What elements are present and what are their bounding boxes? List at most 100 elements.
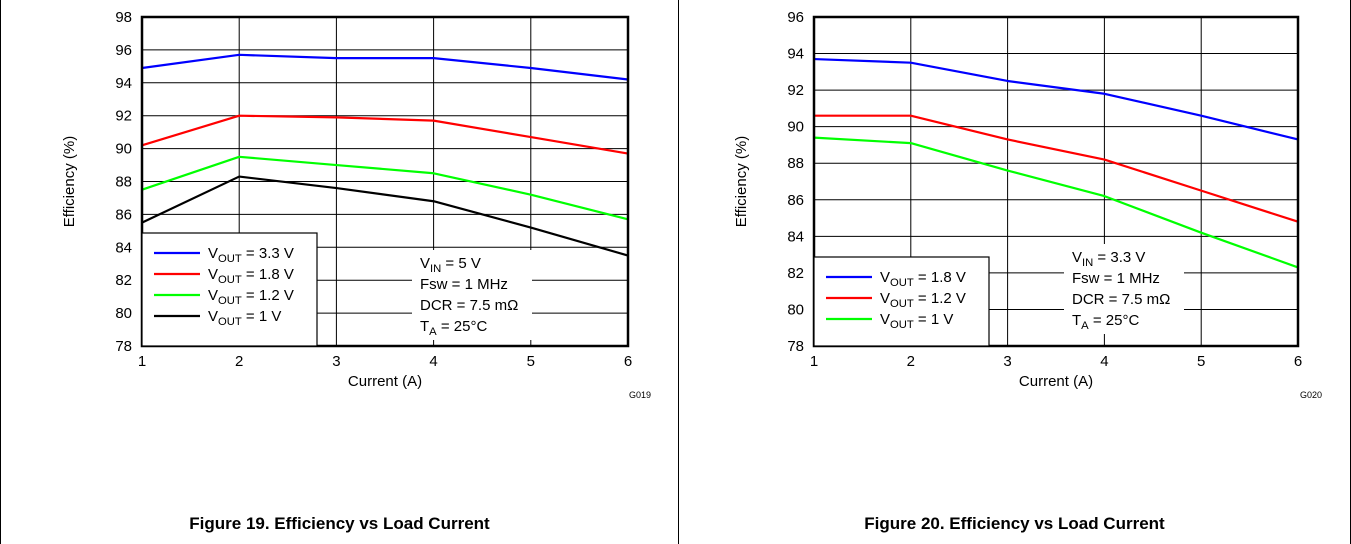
- condition-label-main: V: [420, 255, 430, 272]
- legend-label-sub: OUT: [218, 274, 242, 286]
- condition-label-rest: = 5 V: [441, 255, 481, 272]
- figure-19-caption: Figure 19. Efficiency vs Load Current: [189, 514, 490, 533]
- figure-20-panel: 78 80 82 84 86 88 90 92 94 96 1 2 3 4 5 6 VOUT = 1.8 V VO…: [679, 0, 1351, 544]
- condition-label-rest: = 25°C: [1089, 312, 1140, 329]
- legend-label-main: V: [880, 269, 890, 286]
- y-tick-label: 84: [787, 228, 804, 245]
- legend-label-sub: OUT: [890, 298, 914, 310]
- legend-label: VOUT = 1.8 V: [208, 266, 294, 286]
- x-tick-label: 5: [1197, 353, 1205, 370]
- condition-label-rest: = 3.3 V: [1093, 249, 1145, 266]
- y-tick-label: 88: [115, 174, 132, 191]
- y-tick-label: 90: [787, 119, 804, 136]
- y-tick-label: 94: [787, 46, 804, 63]
- legend-label-sub: OUT: [218, 316, 242, 328]
- y-tick-label: 86: [115, 206, 132, 223]
- condition-label: DCR = 7.5 mΩ: [420, 297, 518, 314]
- y-axis-label: Efficiency (%): [733, 136, 750, 227]
- condition-label: TA = 25°C: [420, 318, 487, 338]
- legend-label-sub: OUT: [218, 295, 242, 307]
- legend-label-main: V: [208, 287, 218, 304]
- legend-label-rest: = 1 V: [242, 308, 282, 325]
- y-tick-label: 98: [115, 9, 132, 26]
- y-tick-label: 78: [787, 338, 804, 355]
- condition-label: Fsw = 1 MHz: [420, 276, 508, 293]
- conditions-background: [412, 250, 532, 340]
- condition-label-main: DCR = 7.5 mΩ: [420, 297, 518, 314]
- y-tick-label: 82: [787, 265, 804, 282]
- legend-label-rest: = 1.2 V: [242, 287, 294, 304]
- legend-label-rest: = 1.8 V: [914, 269, 966, 286]
- condition-label: Fsw = 1 MHz: [1072, 270, 1160, 287]
- conditions-background: [1064, 244, 1184, 334]
- y-tick-label: 88: [787, 155, 804, 172]
- series-line-0: [141, 53, 629, 81]
- y-axis-label: Efficiency (%): [61, 136, 78, 227]
- condition-label-main: T: [1072, 312, 1081, 329]
- legend-label-sub: OUT: [890, 277, 914, 289]
- figure-code-label: G019: [629, 390, 651, 400]
- y-tick-label: 86: [787, 192, 804, 209]
- legend-label-sub: OUT: [218, 253, 242, 265]
- series-line-2: [141, 155, 629, 221]
- x-axis-label: Current (A): [348, 373, 422, 390]
- condition-label: TA = 25°C: [1072, 312, 1139, 332]
- condition-label-main: V: [1072, 249, 1082, 266]
- figure-19-panel: 78 80 82 84 86 88 90 92 94 96 98 1 2 3 4 5 6 VOUT = 3.3 V…: [0, 0, 679, 544]
- x-tick-label: 6: [1294, 353, 1302, 370]
- condition-label-sub: A: [1081, 320, 1089, 332]
- legend-label-main: V: [880, 290, 890, 307]
- x-tick-label: 3: [332, 353, 340, 370]
- condition-label-rest: = 25°C: [437, 318, 488, 335]
- series-line-0: [813, 57, 1299, 141]
- series-line-3: [141, 175, 629, 257]
- condition-label: VIN = 3.3 V: [1072, 249, 1145, 269]
- x-tick-label: 2: [235, 353, 243, 370]
- x-tick-label: 3: [1003, 353, 1011, 370]
- condition-label: DCR = 7.5 mΩ: [1072, 291, 1170, 308]
- legend-label-main: V: [208, 245, 218, 262]
- x-tick-label: 2: [907, 353, 915, 370]
- condition-label-main: Fsw = 1 MHz: [1072, 270, 1160, 287]
- x-tick-label: 1: [810, 353, 818, 370]
- legend-label: VOUT = 1.2 V: [880, 290, 966, 310]
- legend-label-main: V: [880, 311, 890, 328]
- y-tick-label: 80: [115, 305, 132, 322]
- plot-frame: [140, 15, 630, 348]
- y-tick-label: 84: [115, 239, 132, 256]
- condition-label-main: T: [420, 318, 429, 335]
- y-tick-label: 78: [115, 338, 132, 355]
- legend-label-rest: = 1.2 V: [914, 290, 966, 307]
- y-tick-label: 92: [787, 82, 804, 99]
- condition-label-main: DCR = 7.5 mΩ: [1072, 291, 1170, 308]
- series-line-2: [813, 136, 1299, 269]
- legend-label: VOUT = 3.3 V: [208, 245, 294, 265]
- x-tick-label: 4: [429, 353, 437, 370]
- condition-label-sub: A: [429, 326, 437, 338]
- legend-label-main: V: [208, 266, 218, 283]
- legend-label: VOUT = 1 V: [208, 308, 281, 328]
- legend-box: [141, 232, 318, 347]
- legend-label: VOUT = 1.2 V: [208, 287, 294, 307]
- condition-label-sub: IN: [430, 263, 441, 275]
- x-tick-label: 1: [138, 353, 146, 370]
- legend-label-rest: = 3.3 V: [242, 245, 294, 262]
- legend-label: VOUT = 1 V: [880, 311, 953, 331]
- figure-20-caption: Figure 20. Efficiency vs Load Current: [864, 514, 1165, 533]
- condition-label: VIN = 5 V: [420, 255, 481, 275]
- y-tick-label: 94: [115, 75, 132, 92]
- y-tick-label: 92: [115, 108, 132, 125]
- legend-label-rest: = 1.8 V: [242, 266, 294, 283]
- condition-label-main: Fsw = 1 MHz: [420, 276, 508, 293]
- legend-label-sub: OUT: [890, 319, 914, 331]
- x-axis-label: Current (A): [1019, 373, 1093, 390]
- y-tick-label: 90: [115, 141, 132, 158]
- figure-code-label: G020: [1300, 390, 1322, 400]
- legend-box: [813, 256, 990, 347]
- legend-label-rest: = 1 V: [914, 311, 954, 328]
- legend-label-main: V: [208, 308, 218, 325]
- plot-frame: [812, 15, 1300, 348]
- x-tick-label: 5: [527, 353, 535, 370]
